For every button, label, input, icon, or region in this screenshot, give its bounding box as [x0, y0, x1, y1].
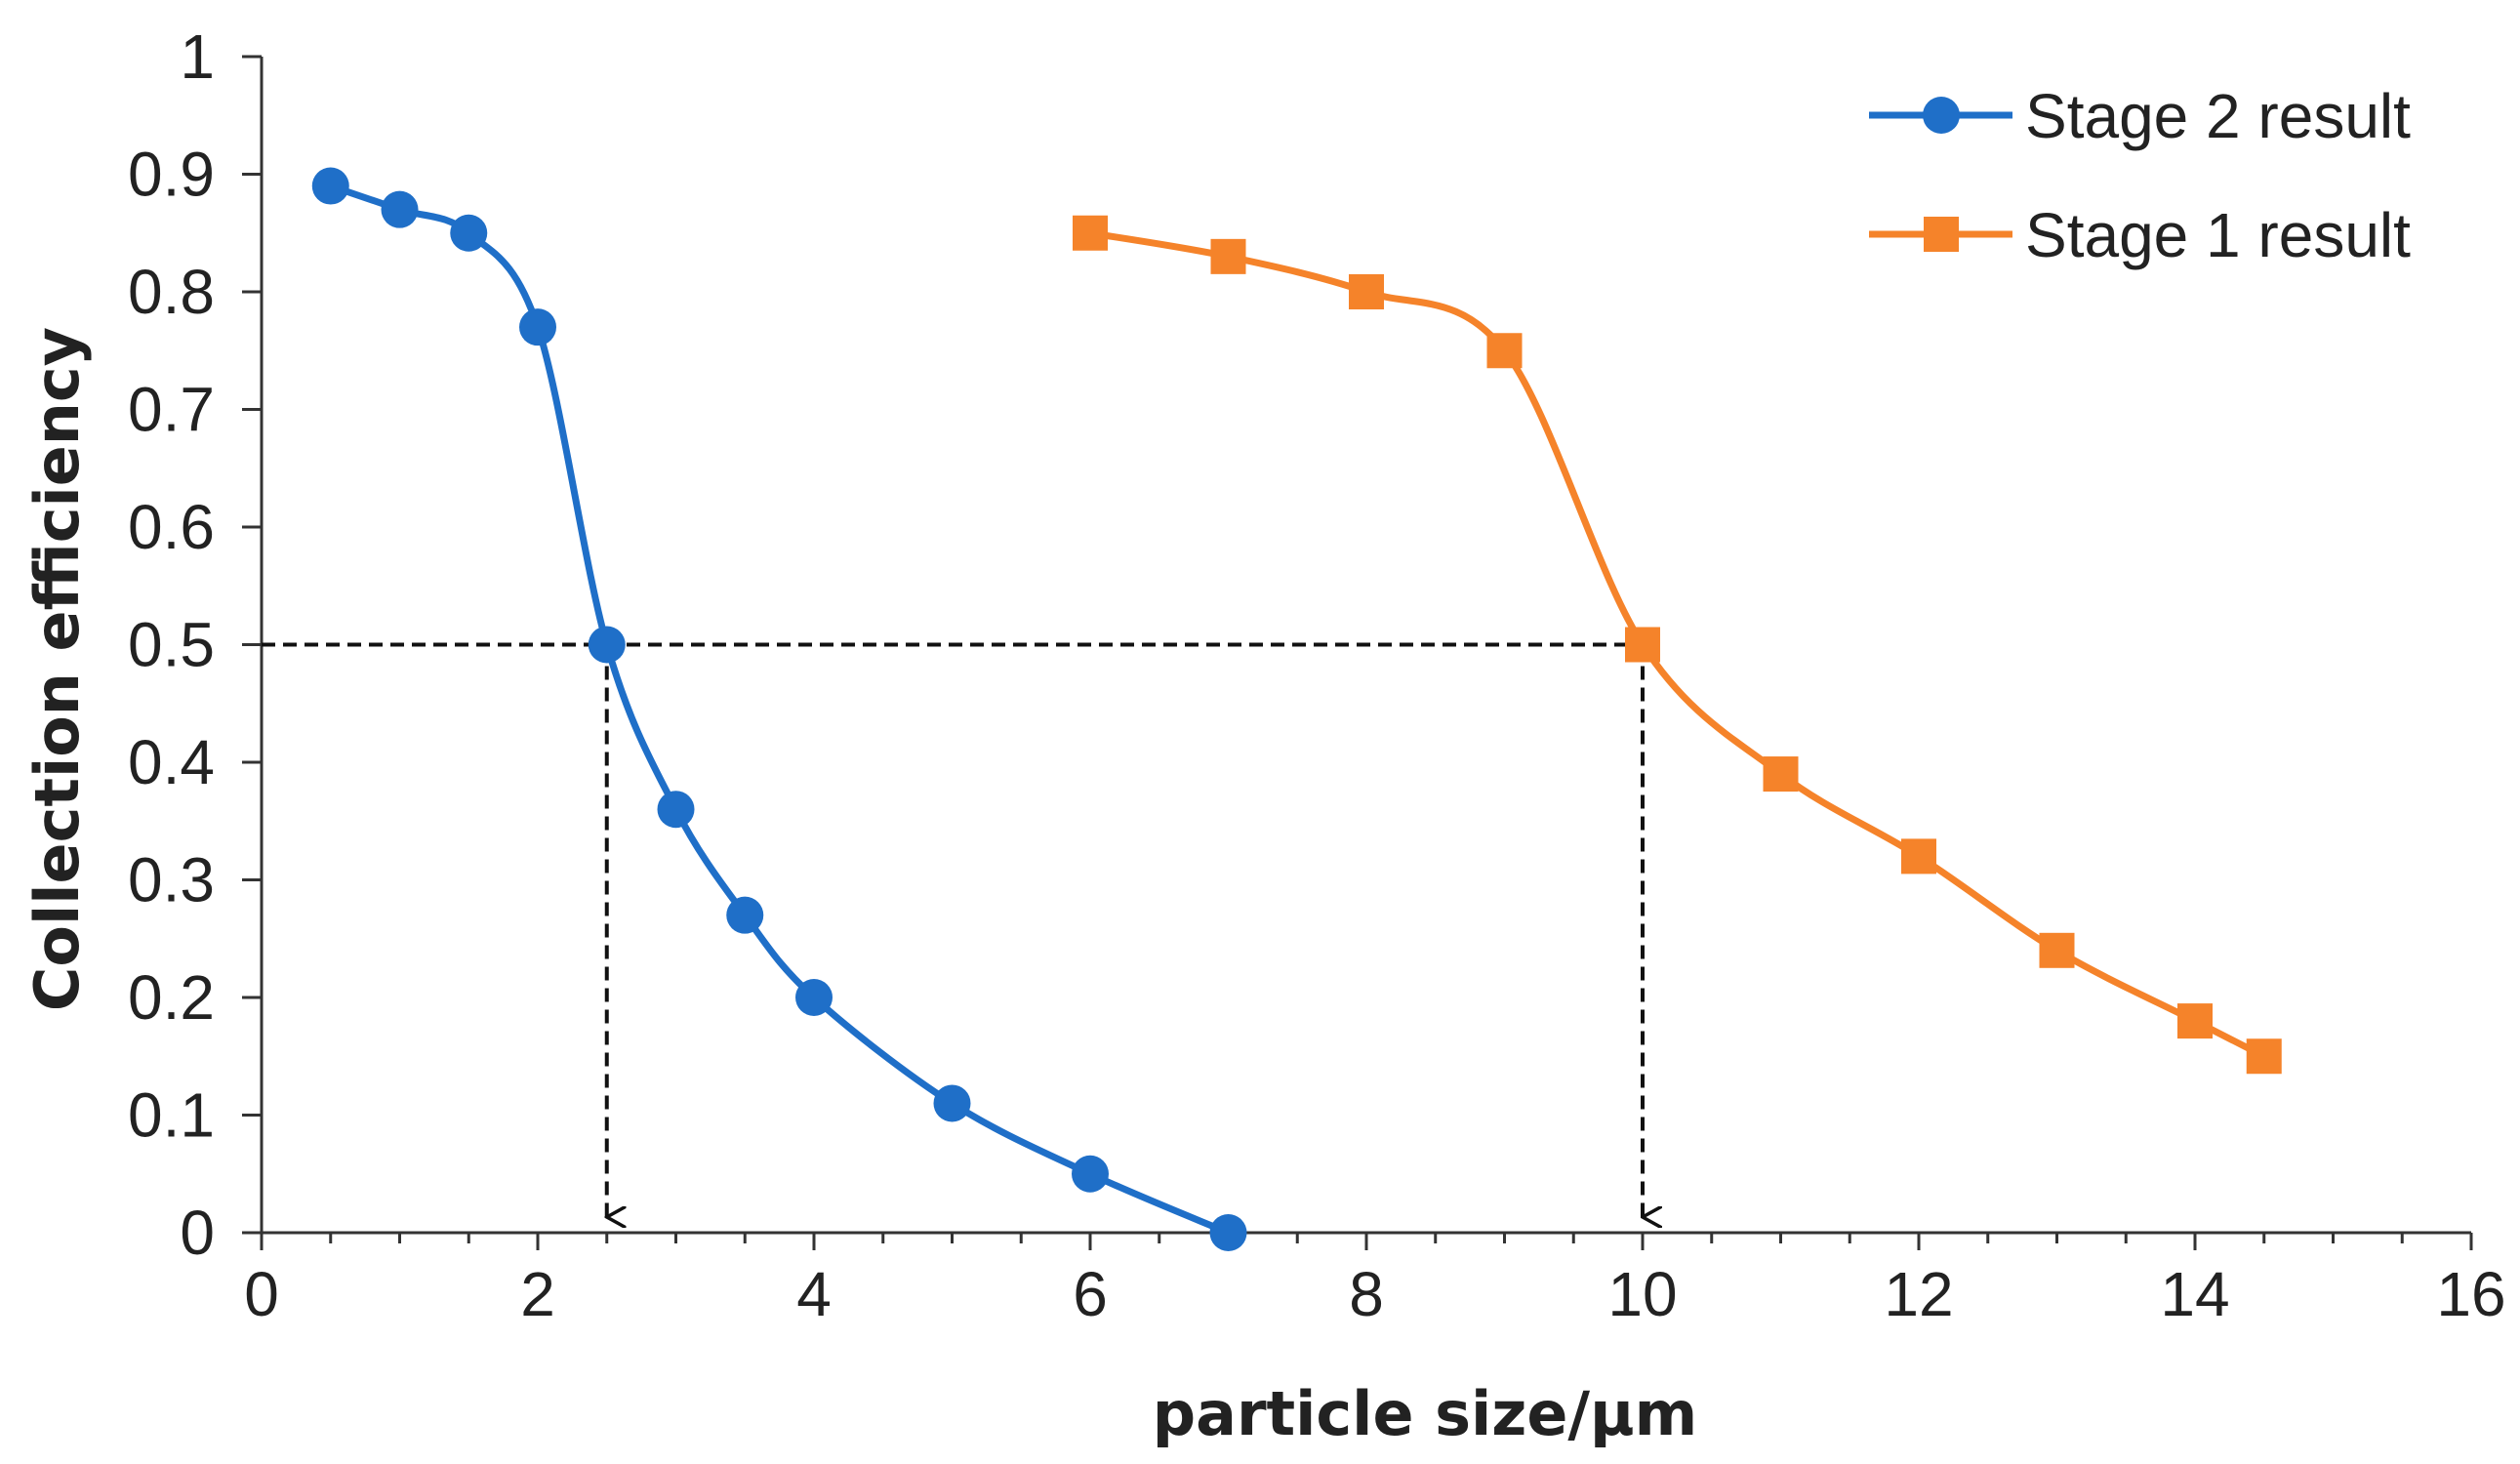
- y-tick-label: 0.7: [128, 375, 215, 445]
- y-tick-label: 0.9: [128, 140, 215, 210]
- y-axis-title: Collection efficiency: [21, 327, 93, 1011]
- x-tick-label: 16: [2436, 1259, 2505, 1329]
- series-line-1: [327, 183, 1232, 1237]
- data-point: [1210, 238, 1246, 274]
- x-tick-label: 6: [1073, 1259, 1108, 1329]
- data-point: [1072, 1155, 1109, 1193]
- y-tick-label: 0.1: [128, 1080, 215, 1151]
- data-point: [795, 979, 833, 1016]
- data-point: [1901, 838, 1936, 874]
- y-tick-label: 0.2: [128, 962, 215, 1033]
- x-tick-label: 0: [244, 1259, 279, 1329]
- data-point: [1349, 274, 1384, 309]
- data-point: [726, 896, 764, 934]
- y-tick-label: 0.4: [128, 727, 215, 797]
- y-tick-label: 0: [180, 1198, 215, 1268]
- series-line-2: [1086, 229, 2268, 1060]
- x-tick-label: 2: [520, 1259, 555, 1329]
- y-tick-label: 1: [180, 21, 215, 92]
- legend-marker: [1923, 97, 1960, 134]
- legend-label: Stage 2 result: [2025, 81, 2411, 151]
- x-tick-label: 14: [2160, 1259, 2229, 1329]
- data-point: [381, 190, 419, 228]
- x-tick-label: 4: [796, 1259, 832, 1329]
- data-point: [933, 1084, 971, 1122]
- data-point: [1763, 756, 1799, 793]
- data-point: [2246, 1038, 2282, 1075]
- y-tick-label: 0.6: [128, 492, 215, 562]
- legend-label: Stage 1 result: [2025, 200, 2411, 270]
- data-point: [1625, 627, 1660, 663]
- data-point: [450, 214, 488, 252]
- legend-marker: [1924, 217, 1959, 252]
- data-point: [657, 791, 695, 829]
- data-point: [588, 626, 626, 664]
- x-tick-label: 12: [1884, 1259, 1953, 1329]
- x-axis-title: particle size/μm: [1153, 1378, 1697, 1449]
- data-point: [519, 308, 556, 346]
- annotations: [262, 642, 1643, 1218]
- data-point: [1073, 215, 1108, 251]
- axes: 0 2 4 6 8 10 12 14 16 0 0.1 0.2 0.3 0.4 0.5 0.6 0.7 0.8 0.…: [128, 21, 2506, 1329]
- y-tick-label: 0.3: [128, 845, 215, 915]
- x-tick-label: 10: [1607, 1259, 1677, 1329]
- data-point: [1209, 1214, 1247, 1251]
- data-point: [2039, 932, 2075, 968]
- y-tick-label: 0.5: [128, 610, 215, 680]
- series: [311, 167, 2282, 1251]
- legend: Stage 2 result Stage 1 result: [1869, 81, 2411, 270]
- data-point: [1486, 333, 1523, 369]
- y-tick-label: 0.8: [128, 257, 215, 327]
- x-tick-label: 8: [1349, 1259, 1384, 1329]
- data-point: [2177, 1003, 2213, 1039]
- data-point: [311, 167, 349, 205]
